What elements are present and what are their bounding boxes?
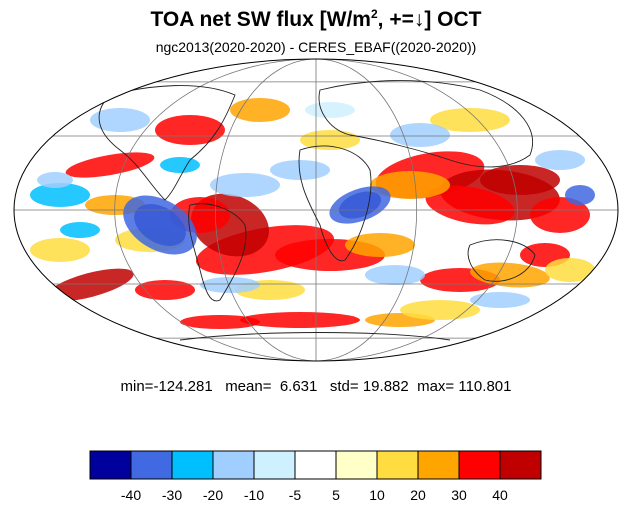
colorbar-box [171, 450, 214, 480]
anomaly-patch [180, 315, 260, 329]
anomaly-patch [530, 197, 590, 233]
anomaly-patch [30, 238, 90, 262]
colorbar-label: 20 [410, 487, 426, 503]
colorbar-label: 30 [451, 487, 467, 503]
stat-min-label: min= [120, 378, 154, 395]
anomaly-patch [425, 185, 515, 225]
longitude-line [114, 59, 317, 361]
anomaly-patch [430, 108, 510, 132]
coastline [318, 80, 533, 168]
coastlines [98, 80, 536, 341]
colorbar-label: -10 [244, 487, 264, 503]
stat-std-value: 19.882 [362, 378, 409, 395]
statistics-line: min=-124.281 mean= 6.631 std= 19.882 max… [0, 378, 632, 395]
colorbar-label: -30 [162, 487, 182, 503]
anomaly-patch [160, 157, 200, 173]
colorbar-label: -5 [289, 487, 302, 503]
stat-max-label: max= [417, 378, 455, 395]
coastline [188, 203, 247, 302]
plot-subtitle: ngc2013(2020-2020) - CERES_EBAF((2020-20… [155, 39, 477, 55]
anomaly-patch [545, 258, 595, 282]
anomaly-patch [46, 268, 134, 302]
anomaly-patch [470, 292, 530, 308]
coastline [179, 332, 451, 341]
plot-title: TOA net SW flux [W/m2, +=↓] OCT [0, 7, 632, 32]
anomaly-patch [90, 108, 150, 132]
colorbar-box [458, 450, 501, 480]
anomaly-patches [30, 98, 595, 329]
longitude-line [315, 59, 518, 361]
anomaly-patch [365, 265, 425, 285]
title-superscript: 2 [370, 7, 378, 21]
title-suffix: , +=↓] OCT [377, 8, 482, 31]
globe-outline [13, 58, 619, 362]
colorbar-label: 10 [369, 487, 385, 503]
anomaly-patch [345, 233, 415, 257]
colorbar-box [499, 450, 542, 480]
anomaly-patch [535, 150, 585, 170]
anomaly-patch [60, 222, 100, 238]
colorbar-label: 5 [332, 487, 340, 503]
stat-min-value: -124.281 [153, 378, 213, 395]
colorbar-label: 40 [492, 487, 508, 503]
colorbar-box [376, 450, 419, 480]
stat-max-value: 110.801 [458, 378, 512, 395]
colorbar-labels: -40 -30 -20 -10 -5 5 10 20 30 40 [121, 487, 508, 503]
stat-std-label: std= [329, 378, 359, 395]
stat-mean-label: mean= [225, 378, 272, 395]
anomaly-patch [565, 185, 595, 205]
coastline [98, 85, 236, 201]
colorbar-box [253, 450, 296, 480]
colorbar-box [89, 450, 132, 480]
flux-field [14, 59, 618, 361]
anomaly-patch [155, 115, 225, 145]
colorbar-box [417, 450, 460, 480]
anomaly-patch [270, 160, 330, 180]
anomaly-patch [329, 186, 391, 224]
anomaly-patch [480, 165, 560, 195]
colorbar-label: -20 [203, 487, 223, 503]
colorbar-boxes [89, 450, 542, 480]
colorbar-box [335, 450, 378, 480]
colorbar-box [130, 450, 173, 480]
title-prefix: TOA net SW flux [W/m [150, 8, 371, 31]
colorbar-box [212, 450, 255, 480]
colorbar-box [294, 450, 337, 480]
colorbar-label: -40 [121, 487, 141, 503]
anomaly-patch [37, 172, 73, 188]
coastline [467, 239, 536, 282]
mollweide-map [13, 58, 619, 362]
anomaly-patch [370, 171, 450, 199]
longitude-line [315, 59, 418, 361]
anomaly-patch [230, 98, 290, 122]
anomaly-patch [240, 312, 360, 328]
anomaly-patch [300, 130, 360, 150]
anomaly-patch [390, 123, 450, 147]
stat-mean-value: 6.631 [279, 378, 318, 395]
coastline [298, 145, 372, 262]
anomaly-patch [30, 183, 90, 207]
anomaly-patch [305, 102, 355, 118]
anomaly-patch [210, 173, 280, 197]
anomaly-patch [65, 152, 155, 178]
anomaly-patch [200, 277, 260, 293]
anomaly-patch [400, 300, 480, 320]
longitude-line [214, 59, 317, 361]
